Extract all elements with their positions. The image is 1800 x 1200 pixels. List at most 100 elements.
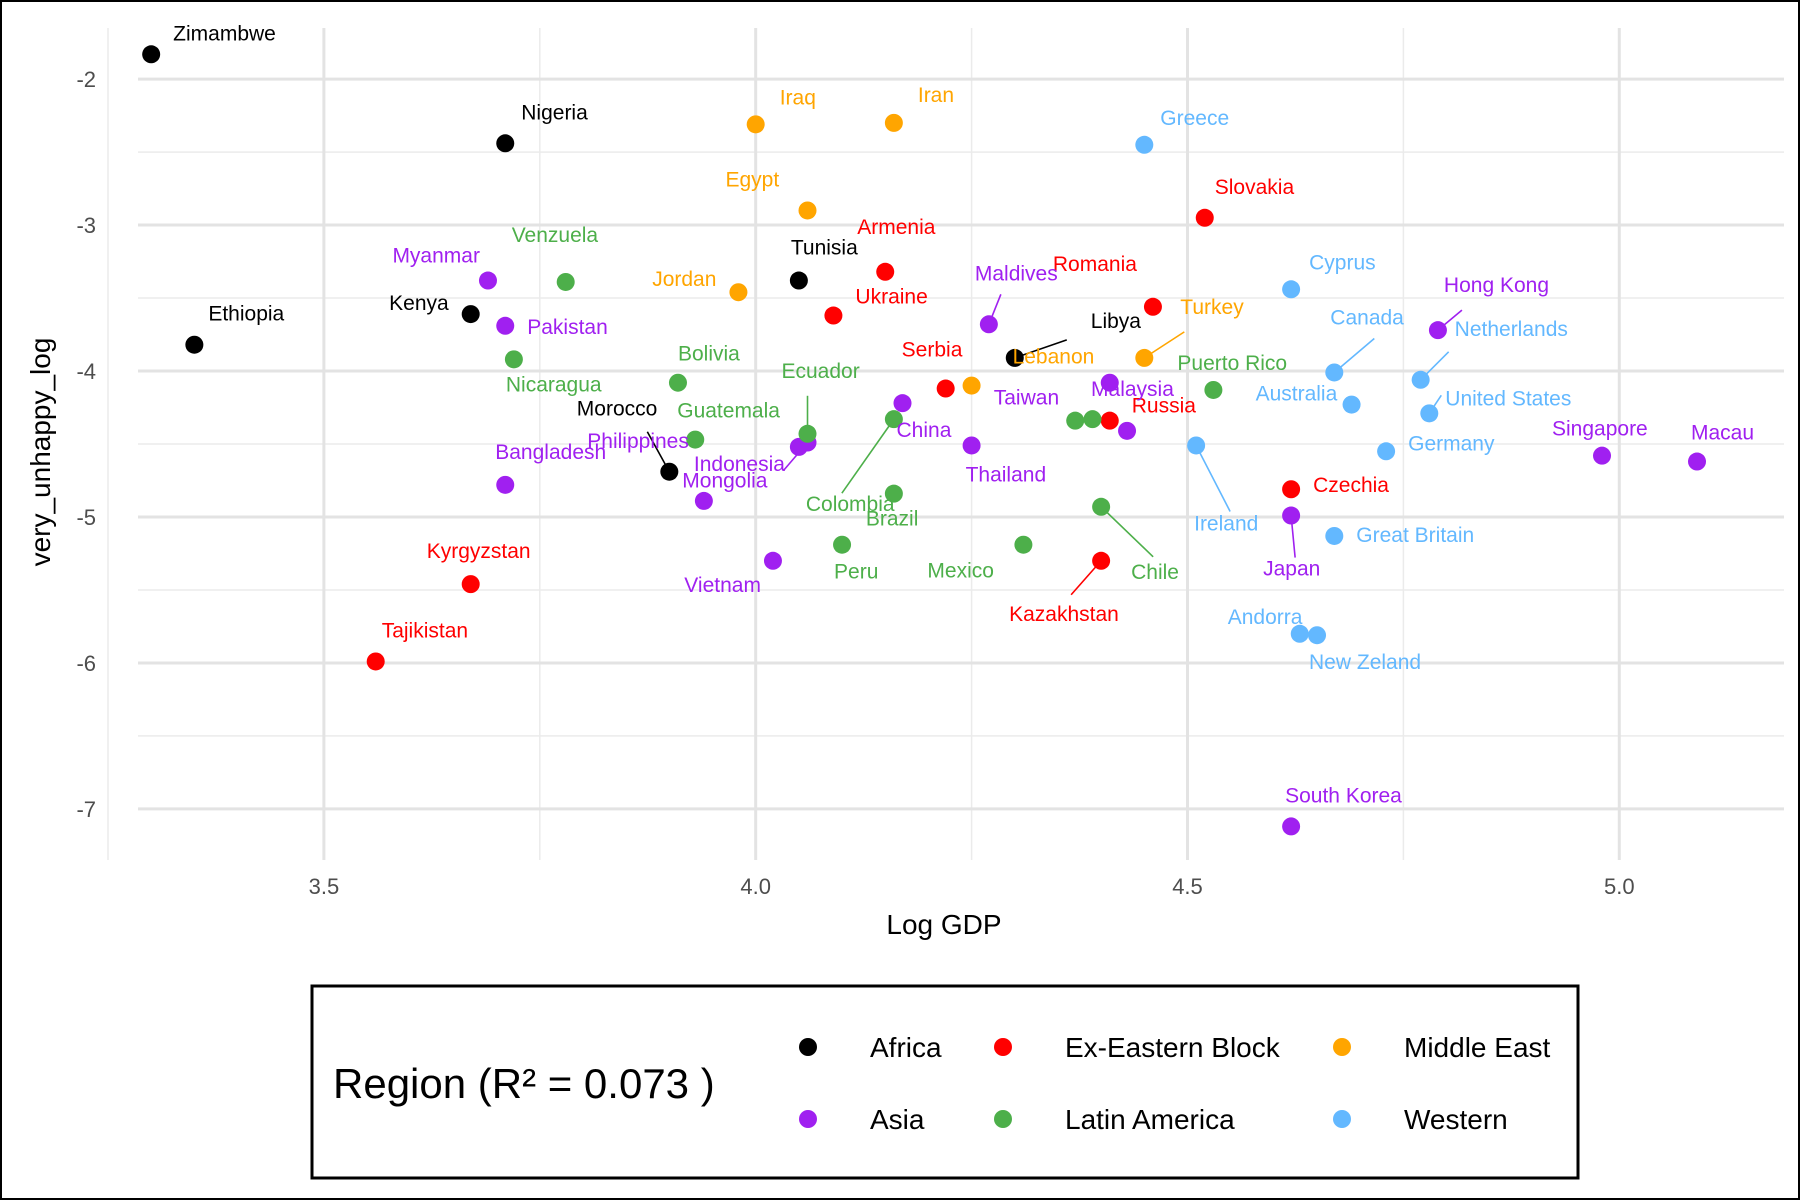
point-label: Malaysia (1091, 378, 1174, 401)
x-axis-title: Log GDP (886, 909, 1001, 940)
data-point (1420, 404, 1439, 423)
point-label: Vietnam (684, 574, 761, 597)
y-tick-label: -4 (76, 359, 96, 384)
point-label: Bangladesh (495, 441, 606, 464)
data-point (142, 45, 161, 64)
point-label: Philippines (587, 430, 689, 453)
axis-ticks: 3.5 4.0 4.5 5.0 -2 -3 -4 -5 -6 -7 (76, 67, 1634, 899)
point-label: United States (1445, 387, 1571, 410)
data-point (789, 271, 808, 290)
point-label: Macau (1691, 422, 1754, 445)
legend-swatch (994, 1038, 1012, 1056)
data-point (884, 113, 903, 132)
x-tick-label: 3.5 (309, 874, 340, 899)
legend-label: Africa (870, 1032, 942, 1063)
data-point (746, 115, 765, 134)
point-label: Egypt (726, 168, 780, 191)
point-label: Chile (1131, 561, 1179, 584)
point-label: Myanmar (392, 245, 480, 268)
point-label: Iraq (780, 86, 816, 109)
data-point (1092, 497, 1111, 516)
data-point (962, 376, 981, 395)
point-label: Guatemala (677, 400, 780, 423)
data-point (884, 410, 903, 429)
data-point (1377, 442, 1396, 461)
legend-entries: Africa Ex-Eastern Block Middle East Asia Lat… (799, 1032, 1551, 1135)
point-label: Great Britain (1356, 524, 1474, 547)
label-leader-line (1100, 506, 1154, 558)
point-label: Canada (1330, 306, 1404, 329)
data-point (876, 262, 895, 281)
data-point (729, 283, 748, 302)
point-label: Japan (1263, 558, 1320, 581)
data-point (979, 315, 998, 334)
data-point (1411, 370, 1430, 389)
point-label: South Korea (1285, 784, 1402, 807)
data-point (962, 436, 981, 455)
data-point (1325, 363, 1344, 382)
point-label: Hong Kong (1444, 274, 1549, 297)
point-label: Romania (1053, 253, 1137, 276)
data-point (1282, 480, 1301, 499)
point-label: Netherlands (1455, 318, 1568, 341)
data-point (798, 424, 817, 443)
data-point (496, 316, 515, 335)
point-label: Kyrgyzstan (427, 540, 531, 563)
data-point (1083, 410, 1102, 429)
data-point (1100, 411, 1119, 430)
data-point (1282, 280, 1301, 299)
data-point (763, 551, 782, 570)
data-point (1204, 380, 1223, 399)
data-point (1308, 626, 1327, 645)
point-label: Colombia (806, 493, 895, 516)
point-label: Germany (1408, 432, 1495, 455)
label-leader-line (1014, 339, 1068, 359)
legend-swatch (994, 1110, 1012, 1128)
data-point (496, 134, 515, 153)
point-label: Brazil (866, 508, 919, 531)
x-tick-label: 5.0 (1604, 874, 1635, 899)
data-point (1066, 411, 1085, 430)
data-point (668, 373, 687, 392)
point-label: Taiwan (994, 387, 1059, 410)
data-point (1325, 526, 1344, 545)
data-point (461, 305, 480, 324)
point-label: Venzuela (512, 224, 599, 247)
point-label: Bolivia (678, 343, 740, 366)
data-point (461, 575, 480, 594)
point-label: New Zeland (1309, 651, 1421, 674)
label-leader-line (1195, 445, 1231, 512)
y-tick-label: -6 (76, 651, 96, 676)
legend-swatch (1333, 1110, 1351, 1128)
legend-label: Latin America (1065, 1104, 1235, 1135)
legend-swatch (1333, 1038, 1351, 1056)
legend: Region (R² = 0.073 ) Africa Ex-Eastern Bl… (310, 984, 1580, 1180)
data-point (884, 484, 903, 503)
grid (107, 28, 1784, 860)
data-point (936, 379, 955, 398)
data-point (1428, 321, 1447, 340)
point-label: Kazakhstan (1009, 603, 1119, 626)
point-label: Tajikistan (382, 619, 468, 642)
y-tick-label: -7 (76, 797, 96, 822)
point-label: Nicaragua (506, 373, 602, 396)
data-point (1187, 436, 1206, 455)
data-point (1593, 446, 1612, 465)
legend-label: Asia (870, 1104, 925, 1135)
data-point (1342, 395, 1361, 414)
x-tick-label: 4.0 (740, 874, 771, 899)
legend-swatch (799, 1038, 817, 1056)
data-point (694, 491, 713, 510)
point-label: Nigeria (521, 101, 588, 124)
data-point (1282, 506, 1301, 525)
data-point (478, 271, 497, 290)
point-label: Ecuador (782, 360, 860, 383)
data-point (798, 201, 817, 220)
data-point (504, 350, 523, 369)
point-label: Lebanon (1013, 346, 1095, 369)
data-point (660, 462, 679, 481)
data-points (142, 45, 1707, 836)
data-point (833, 535, 852, 554)
data-point (1014, 535, 1033, 554)
